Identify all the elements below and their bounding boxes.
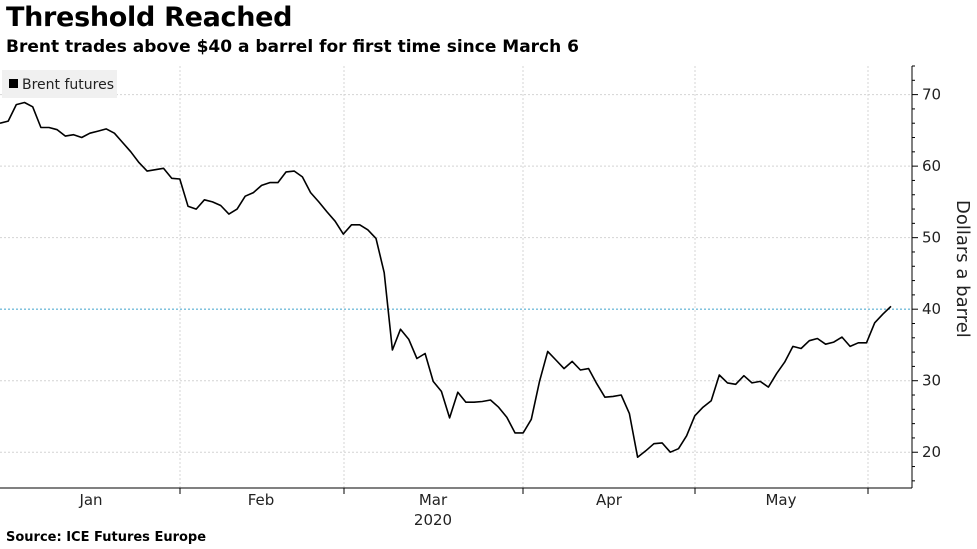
vertical-gridlines — [179, 66, 869, 488]
legend-background — [2, 70, 117, 98]
x-tick-labels: Jan Feb Mar Apr May 2020 — [78, 491, 796, 529]
x-tick-label-jan: Jan — [78, 491, 102, 509]
legend: Brent futures — [2, 70, 117, 98]
legend-swatch — [9, 79, 18, 88]
x-tick-label-may: May — [765, 491, 796, 509]
axes — [0, 65, 918, 494]
y-tick-label-70: 70 — [922, 86, 941, 104]
chart-title: Threshold Reached — [6, 2, 293, 33]
legend-label: Brent futures — [22, 77, 114, 93]
y-tick-label-30: 30 — [922, 372, 941, 390]
y-axis-title: Dollars a barrel — [952, 200, 973, 338]
x-year-label: 2020 — [414, 511, 452, 529]
y-tick-label-20: 20 — [922, 443, 941, 461]
chart-subtitle: Brent trades above $40 a barrel for firs… — [6, 37, 579, 57]
y-tick-labels: 20 30 40 50 60 70 — [922, 86, 941, 462]
y-tick-label-60: 60 — [922, 157, 941, 175]
x-tick-label-apr: Apr — [596, 491, 623, 509]
y-tick-label-40: 40 — [922, 300, 941, 318]
y-tick-label-50: 50 — [922, 229, 941, 247]
source-note: Source: ICE Futures Europe — [6, 530, 207, 545]
brent-futures-line — [0, 101, 892, 458]
x-tick-label-mar: Mar — [419, 491, 448, 509]
x-tick-label-feb: Feb — [248, 491, 275, 509]
